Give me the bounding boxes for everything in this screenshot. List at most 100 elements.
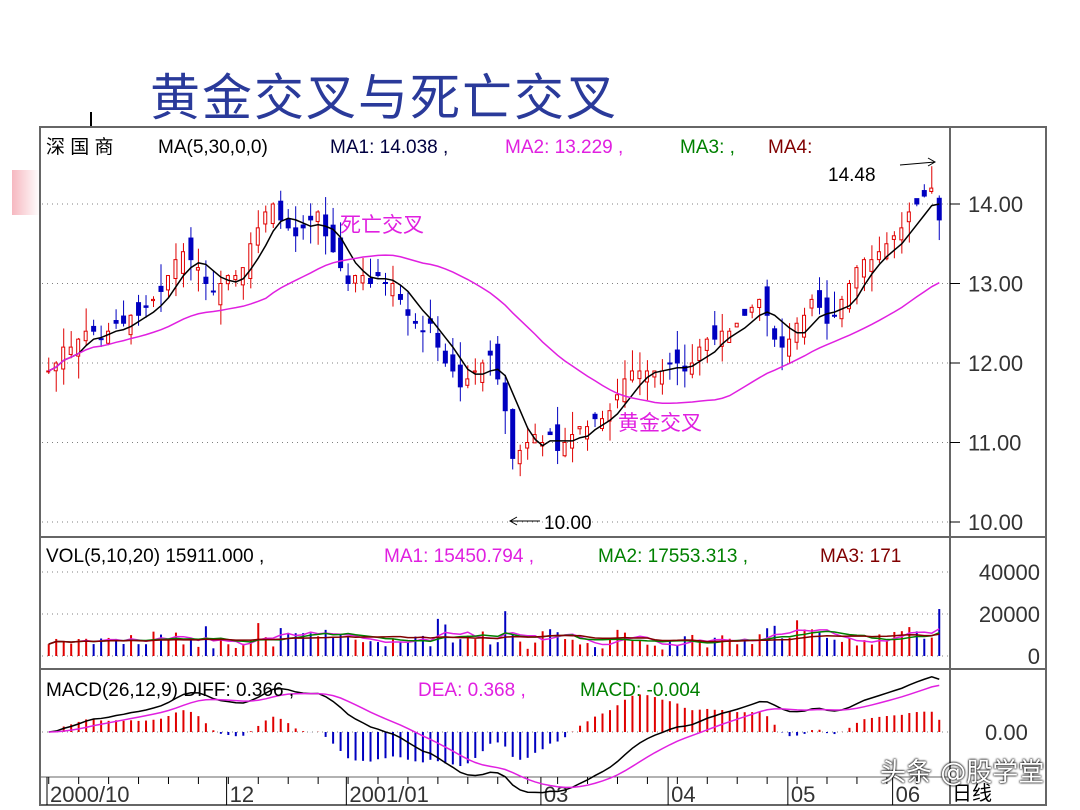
candle-body	[914, 198, 920, 205]
time-label: 05	[791, 782, 815, 807]
candle-body	[420, 330, 426, 333]
candle-body	[906, 211, 911, 223]
candle-body	[397, 293, 403, 300]
candle-body	[375, 272, 381, 277]
candle-body	[854, 267, 859, 289]
candle-body	[210, 290, 216, 293]
decorative-tick	[90, 112, 92, 126]
candle-body	[637, 370, 642, 380]
candle-body	[547, 431, 553, 436]
candle-body	[61, 346, 66, 370]
stock-name: 深 国 商	[46, 136, 114, 158]
time-label: 04	[671, 782, 695, 807]
candle-body	[345, 275, 351, 284]
high-label: 14.48	[828, 165, 876, 186]
candle-body	[600, 418, 605, 429]
candle-body	[203, 276, 209, 284]
candle-body	[76, 338, 81, 357]
price-tick-label: 13.00	[968, 272, 1023, 297]
candle-body	[218, 283, 223, 306]
macd-value: MACD: -0.004	[580, 680, 701, 701]
diff-line	[48, 675, 940, 794]
candle-body	[742, 308, 748, 316]
candle-body	[472, 370, 477, 373]
candle-body	[353, 275, 358, 284]
macd-tick-label: 0.00	[985, 720, 1028, 745]
vol-tick-label: 20000	[979, 602, 1040, 627]
price-tick-label: 11.00	[968, 431, 1021, 456]
candle-body	[749, 306, 754, 313]
decorative-accent	[12, 170, 40, 215]
candle-body	[629, 370, 634, 381]
candle-body	[68, 346, 73, 355]
vol-tick-label: 40000	[979, 560, 1040, 585]
candle-body	[180, 251, 185, 274]
candle-body	[106, 330, 111, 344]
candle-body	[682, 365, 688, 372]
high-arrow	[899, 157, 937, 167]
candle-body	[510, 409, 516, 459]
candle-body	[113, 320, 119, 324]
candle-body	[233, 275, 238, 281]
macd-indicator: MACD(26,12,9) DIFF: 0.366 ,	[46, 680, 294, 701]
candle-body	[360, 275, 365, 284]
candle-body	[165, 275, 170, 291]
candle-body	[91, 325, 97, 332]
ma-indicator: MA(5,30,0,0)	[158, 137, 268, 158]
candle-body	[173, 259, 178, 280]
price-tick-label: 14.00	[968, 192, 1023, 217]
page-title: 黄金交叉与死亡交叉	[150, 69, 618, 127]
time-label: 2001/01	[349, 782, 429, 807]
candle-body	[263, 211, 268, 225]
candle-body	[562, 442, 567, 457]
candle-body	[255, 227, 260, 246]
candle-body	[734, 322, 739, 328]
dea-line	[48, 684, 940, 789]
candle-body	[689, 362, 694, 375]
candle-body	[412, 320, 418, 324]
candle-body	[659, 370, 664, 385]
candle-body	[480, 362, 485, 383]
candle-body	[450, 354, 456, 372]
candle-body	[861, 259, 866, 278]
candle-body	[555, 424, 561, 451]
candle-body	[622, 378, 627, 403]
candle-body	[487, 350, 493, 356]
candle-body	[936, 197, 942, 221]
candle-body	[772, 328, 778, 340]
candle-body	[248, 243, 253, 279]
vol-ma1: MA1: 15450.794 ,	[384, 546, 534, 567]
candle-body	[719, 330, 724, 347]
low-arrow	[508, 516, 540, 526]
vol-tick-label: 0	[1028, 644, 1040, 669]
time-label: 12	[230, 782, 254, 807]
candle-body	[158, 285, 164, 292]
candle-body	[614, 394, 619, 401]
candle-body	[517, 449, 522, 465]
time-label: 06	[896, 782, 920, 807]
candle-body	[46, 370, 51, 373]
candle-body	[83, 330, 88, 342]
price-tick-label: 12.00	[968, 351, 1023, 376]
candle-body	[929, 187, 934, 192]
ma1-value: MA1: 14.038 ,	[330, 137, 448, 158]
candle-body	[787, 338, 792, 357]
candle-body	[390, 283, 395, 297]
candle-body	[128, 314, 133, 336]
dea-value: DEA: 0.368 ,	[418, 680, 526, 701]
candle-body	[712, 325, 718, 340]
candle-body	[240, 267, 245, 286]
period-label: 日线	[952, 782, 992, 805]
candle-body	[121, 315, 127, 324]
death-cross-label: 死亡交叉	[340, 214, 424, 237]
ma5-line	[48, 203, 940, 447]
candle-body	[704, 338, 709, 351]
candle-body	[270, 203, 275, 225]
candle-body	[577, 426, 582, 430]
candle-body	[315, 211, 320, 223]
candle-body	[831, 314, 837, 317]
candle-body	[884, 243, 889, 260]
candle-body	[285, 218, 291, 229]
candle-body	[143, 305, 149, 308]
candle-body	[809, 298, 814, 309]
